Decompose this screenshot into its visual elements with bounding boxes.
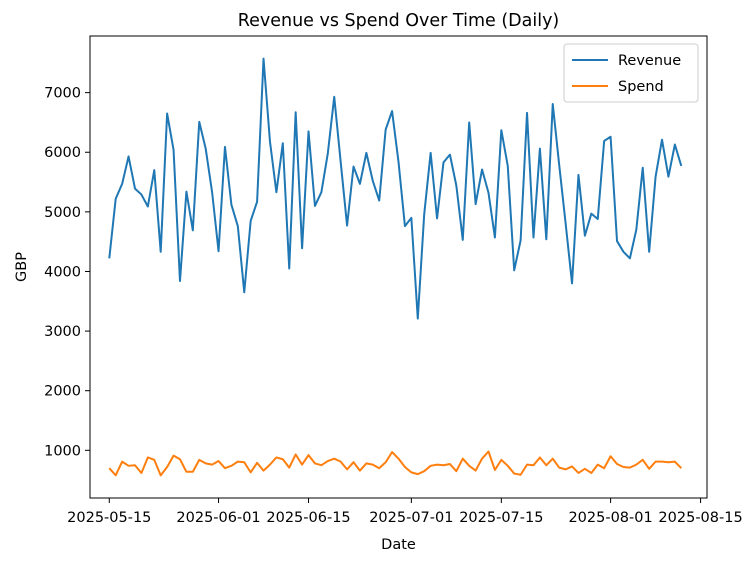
- x-tick-label: 2025-06-01: [176, 510, 260, 526]
- legend: Revenue Spend: [563, 43, 699, 103]
- y-tick-label: 7000: [44, 86, 81, 102]
- x-tick-label: 2025-06-15: [266, 510, 350, 526]
- series-lines: [108, 57, 683, 477]
- y-tick-label: 1000: [44, 443, 81, 459]
- plot-area: [89, 35, 708, 499]
- y-tick-label: 2000: [44, 384, 81, 400]
- legend-label-revenue: Revenue: [618, 53, 681, 69]
- x-tick-label: 2025-07-15: [459, 510, 543, 526]
- x-tick-label: 2025-08-01: [568, 510, 652, 526]
- x-tick-label: 2025-08-15: [658, 510, 742, 526]
- chart-title: Revenue vs Spend Over Time (Daily): [238, 11, 560, 31]
- x-tick-label: 2025-05-15: [67, 510, 151, 526]
- y-tick-label: 6000: [44, 145, 81, 161]
- y-tick-label: 3000: [44, 324, 81, 340]
- y-tick-label: 4000: [44, 264, 81, 280]
- y-tick-label: 5000: [44, 205, 81, 221]
- x-axis-ticks: 2025-05-15 2025-06-01 2025-06-15 2025-07-01…: [67, 498, 743, 526]
- series-line-spend: [108, 450, 683, 477]
- series-line-revenue: [108, 57, 683, 320]
- legend-label-spend: Spend: [618, 79, 664, 95]
- x-tick-label: 2025-07-01: [369, 510, 453, 526]
- y-axis-label: GBP: [14, 252, 30, 282]
- y-axis-ticks: 1000 2000 3000 4000 5000 6000 7000: [44, 86, 90, 459]
- legend-box: [563, 43, 699, 103]
- x-axis-label: Date: [381, 537, 416, 553]
